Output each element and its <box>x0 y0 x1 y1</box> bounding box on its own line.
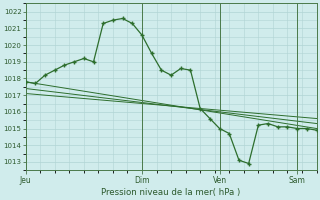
X-axis label: Pression niveau de la mer( hPa ): Pression niveau de la mer( hPa ) <box>101 188 241 197</box>
